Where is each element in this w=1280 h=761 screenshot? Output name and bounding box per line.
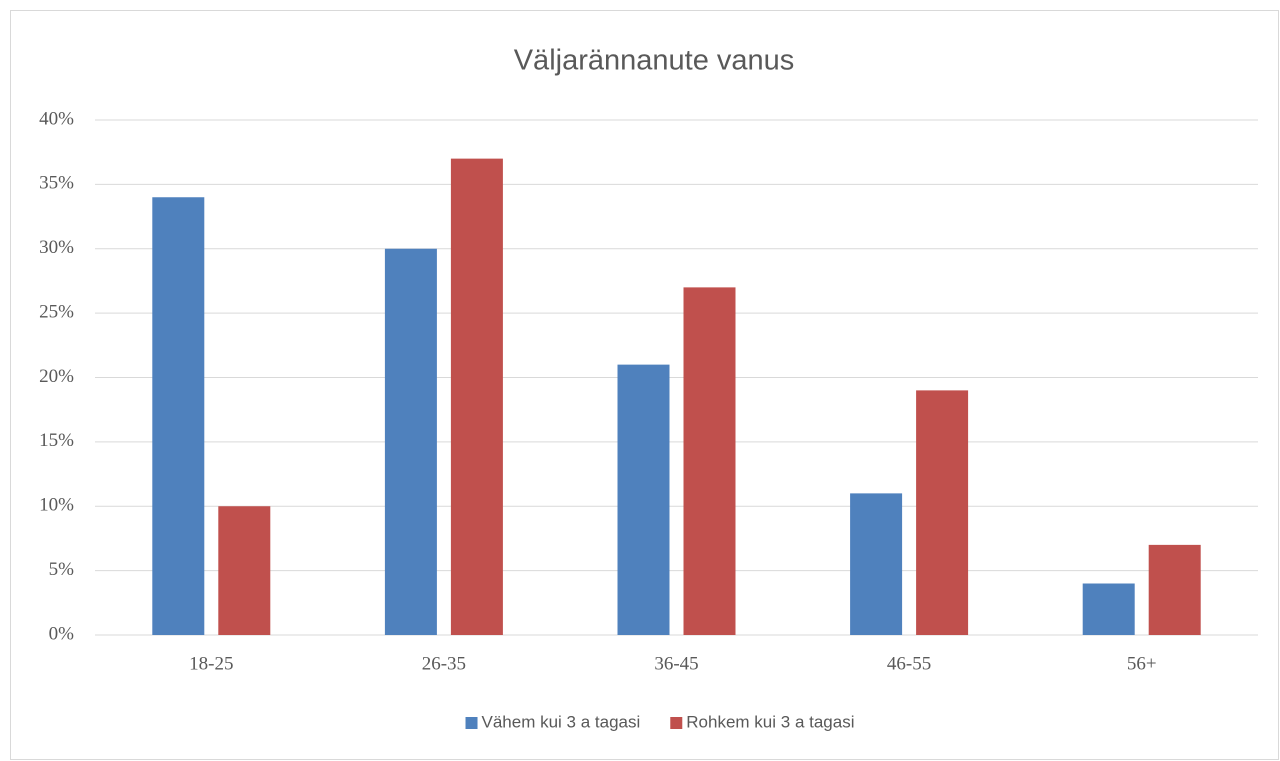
x-tick-label: 46-55: [887, 653, 931, 674]
bar: [617, 364, 670, 635]
bar: [450, 158, 503, 635]
x-tick-label: 56+: [1127, 653, 1157, 674]
y-tick-label: 20%: [39, 366, 74, 387]
bar: [683, 287, 736, 635]
y-tick-label: 5%: [49, 559, 75, 580]
legend-label: Vähem kui 3 a tagasi: [482, 712, 641, 731]
y-tick-label: 0%: [49, 623, 75, 644]
bar: [384, 248, 437, 635]
x-tick-label: 36-45: [654, 653, 698, 674]
y-tick-label: 15%: [39, 430, 74, 451]
y-tick-label: 40%: [39, 108, 74, 129]
legend-swatch: [465, 717, 478, 729]
legend-label: Rohkem kui 3 a tagasi: [686, 712, 854, 731]
bar: [218, 506, 271, 635]
y-tick-label: 25%: [39, 301, 74, 322]
y-tick-label: 10%: [39, 495, 74, 516]
bar: [916, 390, 969, 635]
x-tick-label: 18-25: [189, 653, 233, 674]
bar: [850, 493, 903, 635]
bar: [1082, 583, 1135, 635]
legend-swatch: [670, 717, 683, 729]
bar: [152, 197, 205, 635]
y-tick-label: 30%: [39, 237, 74, 258]
y-tick-label: 35%: [39, 173, 74, 194]
x-tick-label: 26-35: [422, 653, 466, 674]
bar: [1148, 544, 1201, 635]
chart-title: Väljarännanute vanus: [514, 45, 795, 77]
